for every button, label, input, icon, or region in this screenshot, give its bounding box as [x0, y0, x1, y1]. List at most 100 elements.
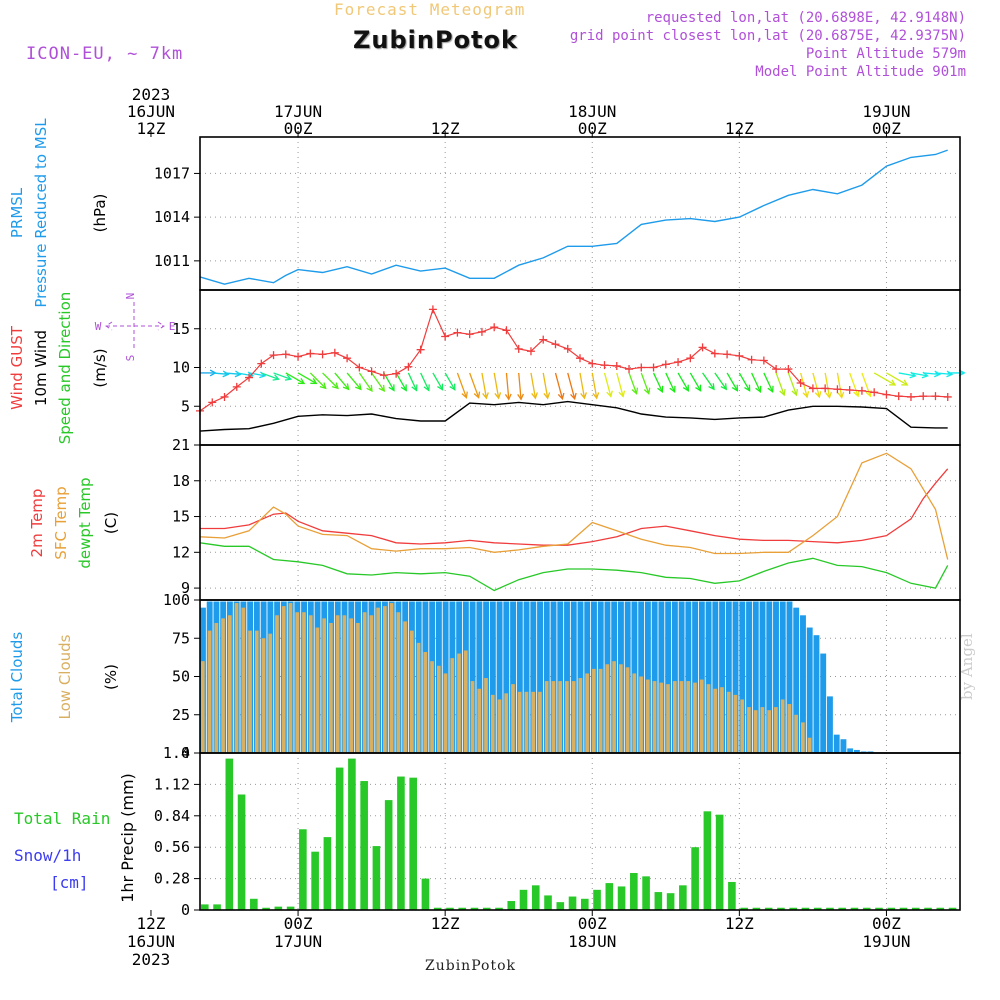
- gust-marker: [490, 323, 499, 332]
- y-tick-label: 0.56: [154, 838, 190, 856]
- model-label: ICON-EU, ~ 7km: [26, 44, 184, 64]
- low-cloud-bar: [268, 633, 273, 753]
- time-label-top: 16JUN: [127, 102, 175, 121]
- wind-arrow-head: [388, 384, 395, 392]
- wind-arrow-head: [731, 384, 739, 392]
- y-tick-label: 75: [172, 629, 190, 647]
- low-cloud-bar: [720, 687, 724, 753]
- wind-arrow-head: [449, 383, 456, 391]
- panel-clouds: 0 25 50 75 100: [163, 591, 960, 762]
- wind-arrow: [726, 372, 738, 392]
- time-label-top: 19JUN: [862, 102, 910, 121]
- total-cloud-bar: [644, 601, 651, 753]
- total-cloud-bar: [759, 601, 766, 753]
- total-cloud-bar: [543, 601, 550, 753]
- rain-bar: [887, 907, 896, 910]
- low-cloud-bar: [558, 681, 562, 753]
- low-cloud-bar: [571, 681, 576, 753]
- panel-wind: 5 10 15: [172, 290, 966, 445]
- clouds-unit: (%): [102, 664, 120, 690]
- gust-marker: [551, 340, 560, 349]
- y-tick-label: 5: [181, 397, 190, 415]
- low-cloud-bar: [578, 678, 583, 753]
- rain-bar: [250, 898, 258, 910]
- wind-arrow: [444, 372, 456, 390]
- compass-w: W: [95, 320, 102, 333]
- low-cloud-bar: [241, 607, 246, 753]
- low-cloud-bar: [794, 714, 798, 753]
- wind-arrow-head: [779, 388, 786, 397]
- rain-bar: [826, 907, 834, 910]
- wind-arrow-head: [755, 385, 762, 394]
- rain-bar: [911, 907, 920, 910]
- time-label-top: 12Z: [431, 119, 460, 138]
- gust-marker: [306, 349, 315, 358]
- wind-arrow-head: [378, 384, 386, 393]
- wind-arrow: [334, 372, 350, 390]
- wind-arrow-head: [310, 378, 318, 385]
- gust-marker: [588, 359, 597, 368]
- wind-unit: (m/s): [91, 348, 109, 387]
- y-tick-label: 0: [181, 744, 190, 762]
- time-label-bottom: 00Z: [872, 914, 901, 933]
- low-cloud-bar: [302, 612, 306, 753]
- panel-frame-temp: [199, 444, 961, 601]
- low-cloud-bar: [713, 688, 718, 753]
- wind-arrow: [236, 372, 253, 377]
- gust-marker: [514, 344, 523, 353]
- gust-marker: [269, 351, 278, 360]
- wind-arrow: [910, 372, 928, 377]
- total-cloud-bar: [752, 601, 759, 753]
- rain-bar: [642, 876, 650, 910]
- low-cloud-bar: [524, 691, 529, 753]
- low-cloud-bar: [774, 707, 778, 753]
- compass-rose-icon: [105, 302, 165, 350]
- gust-marker: [355, 363, 364, 372]
- gust-marker: [600, 361, 609, 370]
- gust-marker: [808, 384, 817, 393]
- low-cloud-bar: [666, 684, 670, 753]
- wind-arrow-head: [606, 390, 613, 398]
- wind-arrow-head: [643, 387, 651, 395]
- wind-arrow-head: [744, 384, 751, 392]
- low-cloud-bar: [625, 667, 630, 753]
- low-cloud-bar: [335, 615, 340, 753]
- wind-arrow: [591, 372, 598, 399]
- low-cloud-bar: [679, 681, 684, 753]
- total-cloud-bar: [564, 601, 570, 753]
- wind-arrow: [456, 372, 467, 398]
- wind-arrow: [297, 372, 317, 385]
- rain-bar: [470, 907, 479, 910]
- rain-bar: [507, 901, 516, 910]
- total-cloud-bar: [537, 601, 543, 753]
- rain-bar: [482, 907, 491, 910]
- temp-label-3: dewpt Temp: [76, 477, 94, 568]
- low-cloud-bar: [753, 710, 758, 753]
- time-label-bottom: 12Z: [431, 914, 460, 933]
- gust-marker: [404, 362, 413, 371]
- gust-marker: [526, 347, 535, 356]
- rain-bar: [715, 814, 724, 910]
- time-label-bottom: 18JUN: [568, 932, 616, 951]
- wind-arrow: [432, 372, 444, 390]
- gust-marker: [318, 350, 327, 359]
- gust-marker: [906, 392, 915, 401]
- wind-arrow-head: [531, 392, 538, 400]
- low-cloud-bar: [308, 615, 313, 753]
- total-cloud-bar: [523, 601, 530, 753]
- low-cloud-bar: [801, 722, 805, 753]
- wind-arrow-head: [570, 392, 577, 401]
- rain-bar: [740, 907, 748, 910]
- wind-arrow-head: [557, 392, 565, 401]
- wind-arrow: [665, 372, 676, 393]
- gust-marker: [649, 363, 658, 372]
- gust-marker: [330, 348, 339, 357]
- wind-arrow-head: [791, 388, 798, 397]
- low-cloud-bar: [733, 694, 738, 753]
- wind-arrow-head: [517, 393, 525, 401]
- wind-arrow-head: [461, 391, 468, 399]
- gust-marker: [502, 326, 511, 335]
- gust-marker: [919, 392, 928, 401]
- wind-arrow-head: [272, 374, 280, 381]
- gust-marker: [698, 343, 707, 352]
